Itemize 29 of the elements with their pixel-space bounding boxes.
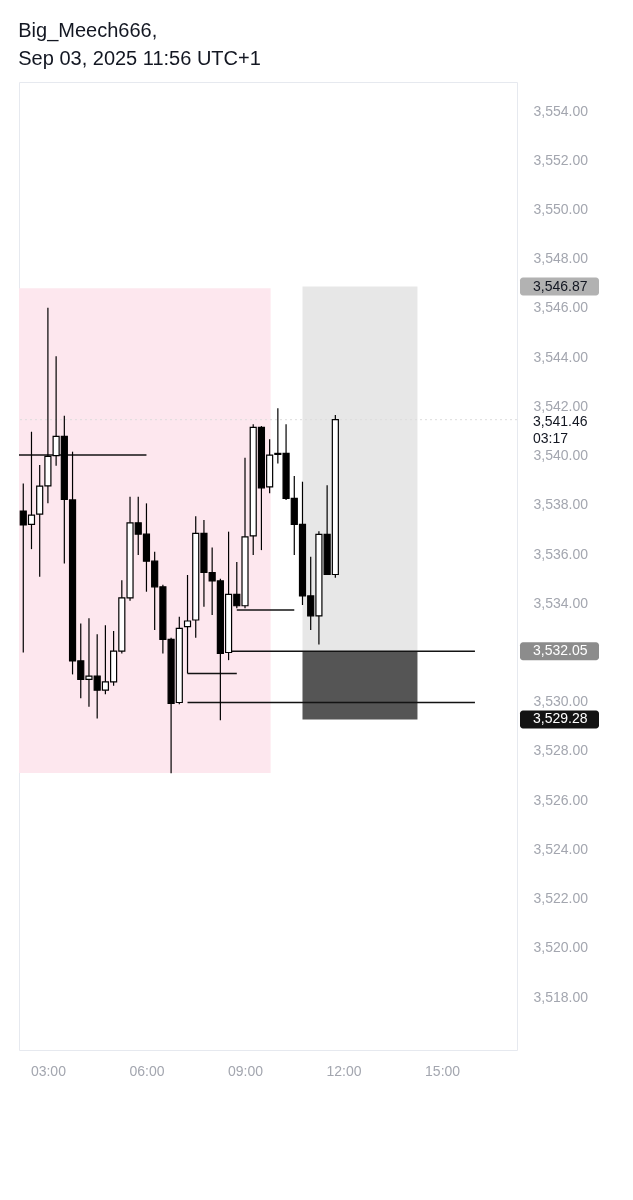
y-tick-label: 3,526.00	[533, 791, 589, 808]
y-tick-label: 3,552.00	[533, 151, 589, 168]
x-tick-label: 09:00	[227, 1062, 264, 1079]
text: 3,532.05	[533, 642, 588, 659]
x-tick-label: 03:00	[30, 1062, 67, 1079]
y-tick-label: 3,536.00	[533, 545, 589, 562]
ref-line-label: 3,541.46 03:17	[533, 412, 588, 446]
y-tick-label: 3,538.00	[533, 496, 589, 513]
text: 3,546.87	[533, 277, 588, 294]
x-tick-label: 06:00	[129, 1062, 165, 1079]
y-tick-label: 3,524.00	[533, 840, 589, 857]
y-tick-label: 3,540.00	[533, 447, 589, 464]
y-tick-label: 3,548.00	[533, 250, 589, 267]
y-tick-label: 3,520.00	[533, 939, 589, 956]
chart-subtitle: Sep 03, 2025 11:56 UTC+1	[18, 47, 261, 69]
y-tick-label: 3,528.00	[533, 742, 589, 759]
y-tick-label: 3,534.00	[533, 594, 589, 611]
chart-title: Big_Meech666,	[18, 19, 158, 42]
y-tick-label: 3,554.00	[533, 102, 589, 119]
x-tick-label: 15:00	[425, 1062, 461, 1079]
y-tick-label: 3,542.00	[533, 397, 589, 414]
x-tick-label: 12:00	[326, 1062, 362, 1079]
y-tick-label: 3,550.00	[533, 200, 589, 217]
y-tick-label: 3,518.00	[533, 988, 589, 1005]
y-tick-label: 3,544.00	[533, 348, 589, 365]
y-tick-label: 3,530.00	[533, 693, 589, 710]
y-tick-label: 3,546.00	[533, 299, 589, 316]
y-tick-label: 3,522.00	[533, 890, 589, 907]
text: 3,529.28	[533, 710, 588, 727]
